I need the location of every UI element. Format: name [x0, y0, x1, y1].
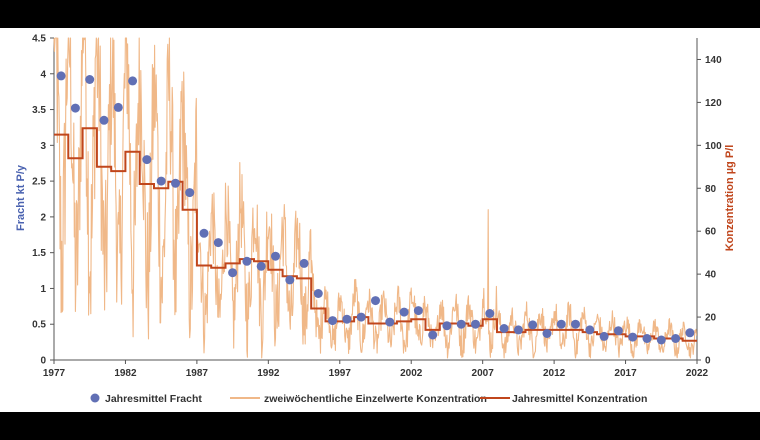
y-right-axis-ticks: 0 20 40 60 80 100 120 140 [697, 55, 722, 367]
y-left-tick-label: 1.5 [32, 248, 46, 259]
y-left-tick-label: 0.5 [32, 320, 46, 331]
x-tick-label: 1977 [43, 368, 66, 379]
fracht-point [642, 334, 652, 343]
y-left-tick-label: 2 [40, 212, 46, 223]
y-left-tick-label: 1 [40, 284, 46, 295]
y-right-tick-label: 0 [705, 356, 711, 367]
fracht-point [356, 312, 366, 322]
fracht-point [70, 103, 80, 113]
x-tick-label: 1982 [114, 368, 137, 379]
y-right-tick-label: 60 [705, 227, 717, 238]
fracht-point [213, 238, 223, 248]
fracht-point [471, 319, 480, 329]
fracht-point [571, 319, 580, 329]
fracht-point [656, 335, 666, 345]
fracht-point [485, 309, 495, 318]
x-tick-label: 2012 [543, 368, 566, 379]
fracht-point [413, 306, 423, 316]
legend-label-einzelwerte: zweiwöchentliche Einzelwerte Konzentrati… [264, 393, 487, 405]
fracht-point [442, 321, 452, 331]
fracht-point [313, 289, 323, 298]
fracht-point [685, 328, 695, 338]
fracht-point [56, 71, 66, 81]
legend-label-konzentration-mittel: Jahresmittel Konzentration [512, 393, 647, 405]
fracht-point [256, 261, 266, 271]
fracht-point [171, 178, 180, 188]
y-left-tick-label: 3 [40, 141, 46, 152]
y-left-tick-label: 4 [40, 69, 46, 80]
fracht-point [371, 296, 380, 306]
y-right-tick-label: 120 [705, 98, 722, 109]
y-left-axis-ticks: 0 0.5 1 1.5 2 2.5 3 3.5 4 4.5 [32, 34, 54, 367]
top-letterbox-bar [0, 0, 760, 28]
fracht-point [85, 75, 95, 84]
legend: Jahresmittel Fracht zweiwöchentliche Ein… [90, 393, 647, 405]
fracht-point [342, 314, 352, 324]
y-right-tick-label: 20 [705, 313, 717, 324]
fracht-point [271, 251, 280, 261]
fracht-point [399, 307, 409, 317]
y-left-tick-label: 0 [40, 356, 46, 367]
fracht-point [613, 326, 623, 336]
legend-label-fracht: Jahresmittel Fracht [105, 393, 202, 405]
fracht-point [128, 76, 138, 86]
y-left-tick-label: 2.5 [32, 177, 46, 188]
bottom-letterbox-bar [0, 412, 760, 440]
fracht-point [528, 320, 538, 330]
y-right-tick-label: 80 [705, 184, 717, 195]
fracht-point [228, 268, 238, 278]
y-right-axis-title: Konzentration µg P/l [724, 145, 736, 252]
fracht-point [113, 102, 123, 112]
x-tick-label: 2017 [614, 368, 637, 379]
fracht-point [499, 324, 509, 333]
x-tick-label: 2022 [686, 368, 709, 379]
x-tick-label: 1987 [186, 368, 209, 379]
fracht-point [513, 325, 523, 335]
fracht-point [599, 331, 609, 341]
fracht-point [142, 155, 152, 165]
fracht-point [328, 316, 338, 326]
fracht-point [242, 256, 252, 266]
fracht-point [385, 317, 395, 327]
fracht-point [671, 334, 681, 343]
y-right-tick-label: 140 [705, 55, 722, 66]
fracht-series [56, 71, 695, 345]
fracht-point [156, 176, 166, 186]
x-tick-label: 1992 [257, 368, 280, 379]
fracht-point [428, 330, 438, 340]
fracht-point [456, 319, 466, 329]
y-right-tick-label: 40 [705, 270, 717, 281]
y-left-tick-label: 4.5 [32, 34, 46, 45]
fracht-point [542, 329, 552, 338]
fracht-point [585, 325, 595, 335]
fracht-point [199, 228, 209, 238]
x-axis-ticks: 1977 1982 1987 1992 1997 2002 2007 2012 2017 2022 [43, 360, 709, 379]
fracht-point [556, 319, 566, 329]
y-left-tick-label: 3.5 [32, 105, 46, 116]
fracht-point [185, 188, 195, 198]
fracht-point [99, 115, 109, 125]
y-left-axis-title: Fracht kt P/y [15, 164, 27, 231]
fracht-point [628, 332, 638, 342]
x-tick-label: 2007 [472, 368, 495, 379]
legend-marker-fracht [90, 393, 100, 403]
einzelwerte-line [53, 37, 698, 359]
fracht-point [299, 258, 309, 268]
x-tick-label: 1997 [329, 368, 352, 379]
einzelwerte-series [53, 37, 698, 359]
x-tick-label: 2002 [400, 368, 423, 379]
plot-area [53, 37, 698, 361]
fracht-point [285, 275, 295, 285]
y-right-tick-label: 100 [705, 141, 722, 152]
